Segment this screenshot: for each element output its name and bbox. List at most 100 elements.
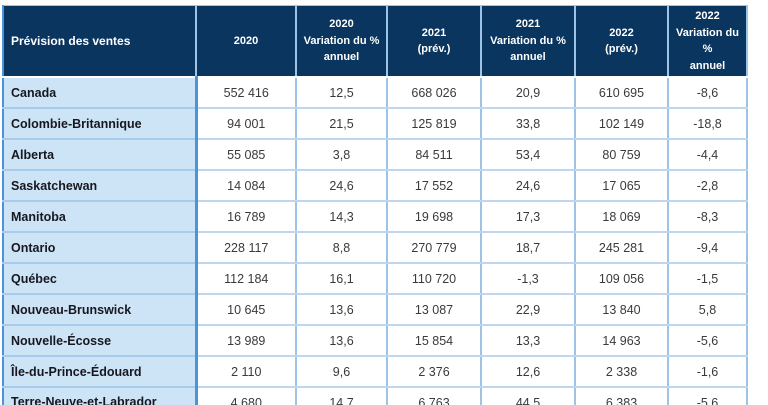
table-row: Canada 552 416 12,5 668 026 20,9 610 695… (2, 77, 748, 109)
value-cell: 20,9 (480, 77, 576, 109)
value-cell: -5,6 (667, 325, 748, 357)
header-2021-prev: 2021 (prév.) (386, 5, 482, 78)
value-cell: 110 720 (386, 263, 482, 295)
value-cell: 4 680 (195, 387, 297, 405)
header-2020-variation: 2020 Variation du % annuel (295, 5, 388, 78)
value-cell: -18,8 (667, 108, 748, 140)
row-label: Terre-Neuve-et-Labrador (2, 387, 198, 405)
row-label: Alberta (2, 139, 198, 171)
value-cell: 270 779 (386, 232, 482, 264)
value-cell: 94 001 (195, 108, 297, 140)
header-row: Prévision des ventes 2020 2020 Variation… (2, 5, 748, 78)
value-cell: 6 763 (386, 387, 482, 405)
table-row: Île-du-Prince-Édouard 2 110 9,6 2 376 12… (2, 356, 748, 388)
row-label: Nouvelle-Écosse (2, 325, 198, 357)
value-cell: 3,8 (295, 139, 388, 171)
row-label: Ontario (2, 232, 198, 264)
value-cell: 19 698 (386, 201, 482, 233)
value-cell: 15 854 (386, 325, 482, 357)
value-cell: 13,6 (295, 294, 388, 326)
value-cell: 21,5 (295, 108, 388, 140)
value-cell: 12,6 (480, 356, 576, 388)
value-cell: 245 281 (574, 232, 669, 264)
value-cell: 17 552 (386, 170, 482, 202)
value-cell: 18 069 (574, 201, 669, 233)
value-cell: -4,4 (667, 139, 748, 171)
header-2021-variation: 2021 Variation du % annuel (480, 5, 576, 78)
header-2020: 2020 (195, 5, 297, 78)
value-cell: 2 376 (386, 356, 482, 388)
value-cell: -2,8 (667, 170, 748, 202)
value-cell: 13,3 (480, 325, 576, 357)
row-label: Île-du-Prince-Édouard (2, 356, 198, 388)
value-cell: 668 026 (386, 77, 482, 109)
value-cell: 33,8 (480, 108, 576, 140)
header-2022-prev: 2022 (prév.) (574, 5, 669, 78)
row-label: Nouveau-Brunswick (2, 294, 198, 326)
value-cell: 13 989 (195, 325, 297, 357)
value-cell: 53,4 (480, 139, 576, 171)
value-cell: 112 184 (195, 263, 297, 295)
row-label: Manitoba (2, 201, 198, 233)
table-row: Alberta 55 085 3,8 84 511 53,4 80 759 -4… (2, 139, 748, 171)
table-row: Québec 112 184 16,1 110 720 -1,3 109 056… (2, 263, 748, 295)
sales-forecast-table: Prévision des ventes 2020 2020 Variation… (2, 5, 748, 405)
value-cell: 8,8 (295, 232, 388, 264)
table-row: Saskatchewan 14 084 24,6 17 552 24,6 17 … (2, 170, 748, 202)
table-row: Colombie-Britannique 94 001 21,5 125 819… (2, 108, 748, 140)
value-cell: 16 789 (195, 201, 297, 233)
value-cell: 17 065 (574, 170, 669, 202)
value-cell: 13,6 (295, 325, 388, 357)
value-cell: 125 819 (386, 108, 482, 140)
table-row: Nouvelle-Écosse 13 989 13,6 15 854 13,3 … (2, 325, 748, 357)
value-cell: 14 963 (574, 325, 669, 357)
header-2022-variation: 2022 Variation du % annuel (667, 5, 748, 78)
value-cell: 14,7 (295, 387, 388, 405)
value-cell: -8,3 (667, 201, 748, 233)
row-label: Colombie-Britannique (2, 108, 198, 140)
row-label: Québec (2, 263, 198, 295)
value-cell: -1,6 (667, 356, 748, 388)
value-cell: 10 645 (195, 294, 297, 326)
value-cell: 9,6 (295, 356, 388, 388)
value-cell: 2 110 (195, 356, 297, 388)
value-cell: 228 117 (195, 232, 297, 264)
table-header: Prévision des ventes 2020 2020 Variation… (2, 5, 748, 78)
value-cell: 44,5 (480, 387, 576, 405)
value-cell: 18,7 (480, 232, 576, 264)
row-label: Canada (2, 77, 198, 109)
table-row: Manitoba 16 789 14,3 19 698 17,3 18 069 … (2, 201, 748, 233)
value-cell: 24,6 (480, 170, 576, 202)
table-row: Terre-Neuve-et-Labrador 4 680 14,7 6 763… (2, 387, 748, 405)
value-cell: 14,3 (295, 201, 388, 233)
row-label: Saskatchewan (2, 170, 198, 202)
value-cell: 6 383 (574, 387, 669, 405)
value-cell: 80 759 (574, 139, 669, 171)
value-cell: 610 695 (574, 77, 669, 109)
value-cell: -8,6 (667, 77, 748, 109)
value-cell: 13 087 (386, 294, 482, 326)
value-cell: 22,9 (480, 294, 576, 326)
value-cell: -9,4 (667, 232, 748, 264)
value-cell: 24,6 (295, 170, 388, 202)
value-cell: -1,5 (667, 263, 748, 295)
value-cell: 12,5 (295, 77, 388, 109)
value-cell: 2 338 (574, 356, 669, 388)
value-cell: -1,3 (480, 263, 576, 295)
table-row: Ontario 228 117 8,8 270 779 18,7 245 281… (2, 232, 748, 264)
value-cell: 14 084 (195, 170, 297, 202)
table-body: Canada 552 416 12,5 668 026 20,9 610 695… (2, 77, 748, 405)
value-cell: 17,3 (480, 201, 576, 233)
value-cell: -5,6 (667, 387, 748, 405)
value-cell: 55 085 (195, 139, 297, 171)
value-cell: 16,1 (295, 263, 388, 295)
value-cell: 13 840 (574, 294, 669, 326)
value-cell: 109 056 (574, 263, 669, 295)
value-cell: 84 511 (386, 139, 482, 171)
table-row: Nouveau-Brunswick 10 645 13,6 13 087 22,… (2, 294, 748, 326)
value-cell: 102 149 (574, 108, 669, 140)
value-cell: 552 416 (195, 77, 297, 109)
header-label-column: Prévision des ventes (2, 5, 197, 78)
value-cell: 5,8 (667, 294, 748, 326)
